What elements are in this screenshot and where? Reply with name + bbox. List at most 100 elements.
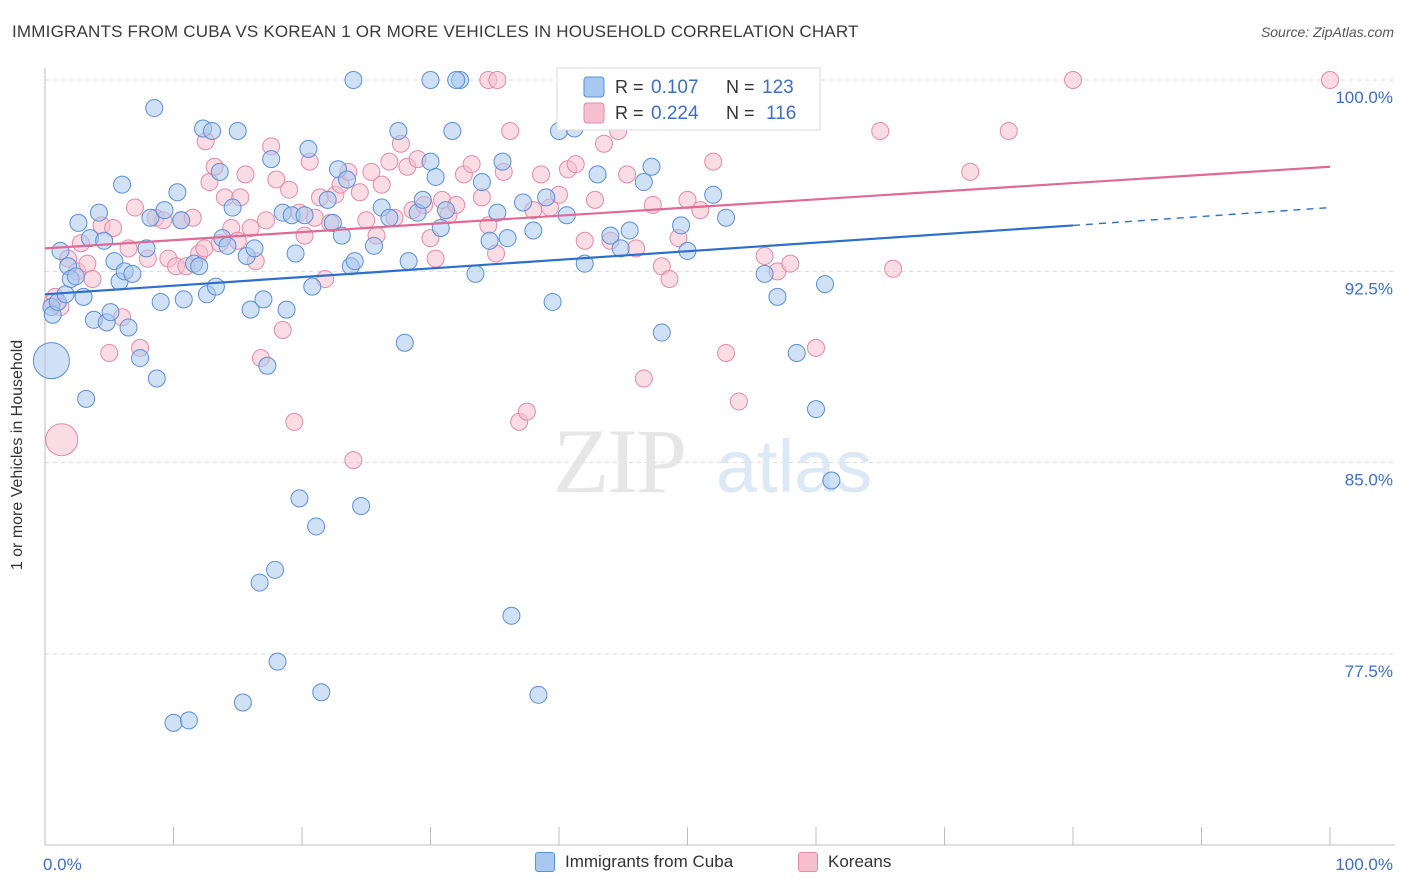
source-credit: Source: ZipAtlas.com <box>1260 24 1394 40</box>
cuba-point-26 <box>141 208 160 227</box>
legend-r-value-cuba: 0.107 <box>651 77 699 98</box>
koreans-point-110 <box>999 122 1018 141</box>
koreans-point-91 <box>618 165 637 184</box>
cuba-point-0 <box>32 342 70 380</box>
cuba-point-31 <box>164 713 183 732</box>
cuba-point-8 <box>66 267 85 286</box>
cuba-point-54 <box>262 150 281 169</box>
y-tick-label-3: 100.0% <box>1335 88 1393 107</box>
cuba-point-9 <box>69 213 88 232</box>
cuba-point-80 <box>399 252 418 271</box>
koreans-point-101 <box>717 343 736 362</box>
koreans-point-86 <box>575 231 594 250</box>
cuba-point-66 <box>312 683 331 702</box>
koreans-point-59 <box>380 152 399 171</box>
cuba-point-110 <box>642 157 661 176</box>
koreans-point-93 <box>634 369 653 388</box>
cuba-point-46 <box>228 122 247 141</box>
cuba-point-100 <box>543 292 562 311</box>
cuba-point-90 <box>472 173 491 192</box>
cuba-point-28 <box>147 369 166 388</box>
trend-lines <box>44 165 1331 296</box>
cuba-point-35 <box>179 711 198 730</box>
legend-n-value-koreans: 116 <box>766 103 796 124</box>
cuba-point-62 <box>295 206 314 225</box>
legend-swatch-cuba-bottom <box>535 852 555 872</box>
koreans-point-99 <box>691 201 710 220</box>
cuba-point-20 <box>113 175 132 194</box>
cuba-point-44 <box>218 236 237 255</box>
cuba-point-68 <box>323 213 342 232</box>
cuba-point-94 <box>498 229 517 248</box>
cuba-point-116 <box>755 264 774 283</box>
koreans-point-56 <box>362 162 381 181</box>
koreans-point-54 <box>350 183 369 202</box>
koreans-point-108 <box>884 259 903 278</box>
cuba-point-40 <box>203 122 222 141</box>
cuba-point-58 <box>277 300 296 319</box>
cuba-point-49 <box>241 300 260 319</box>
koreans-point-44 <box>295 226 314 245</box>
cuba-point-51 <box>250 573 269 592</box>
cuba-point-47 <box>233 693 252 712</box>
cuba-point-123 <box>421 71 440 89</box>
cuba-point-50 <box>245 239 264 258</box>
koreans-point-102 <box>729 392 748 411</box>
cuba-point-109 <box>634 173 653 192</box>
cuba-point-84 <box>426 167 445 186</box>
cuba-point-45 <box>223 198 242 217</box>
koreans-point-85 <box>566 155 585 174</box>
cuba-point-24 <box>131 349 150 368</box>
cuba-point-77 <box>380 208 399 227</box>
legend-swatch-koreans <box>583 102 605 124</box>
cuba-point-37 <box>190 257 209 276</box>
y-tick-label-0: 77.5% <box>1345 662 1393 681</box>
cuba-point-121 <box>822 471 841 490</box>
koreans-point-79 <box>517 402 536 421</box>
tick-labels: 77.5% 85.0% 92.5% 100.0% 0.0% 100.0% <box>43 88 1393 874</box>
cuba-point-92 <box>488 203 507 222</box>
cuba-point-56 <box>268 652 287 671</box>
cuba-point-86 <box>436 201 455 220</box>
cuba-point-53 <box>258 356 277 375</box>
koreans-point-96 <box>660 269 679 288</box>
legend-item-koreans: Koreans <box>798 852 891 872</box>
cuba-point-96 <box>514 193 533 212</box>
cuba-point-82 <box>413 190 432 209</box>
cuba-point-22 <box>119 318 138 337</box>
cuba-point-108 <box>620 221 639 240</box>
cuba-point-14 <box>89 203 108 222</box>
cuba-point-87 <box>443 122 462 141</box>
koreans-point-33 <box>236 165 255 184</box>
cuba-point-115 <box>717 208 736 227</box>
koreans-point-81 <box>532 165 551 184</box>
cuba-point-71 <box>337 170 356 189</box>
cuba-point-119 <box>807 400 825 419</box>
y-axis-label: 1 or more Vehicles in Household <box>9 339 26 571</box>
cuba-point-78 <box>389 122 408 141</box>
koreans-point-73 <box>472 188 491 207</box>
cuba-point-117 <box>768 287 787 306</box>
koreans-point-41 <box>280 180 299 199</box>
cuba-point-11 <box>77 389 96 408</box>
koreans-point-72 <box>462 155 481 174</box>
cuba-point-89 <box>466 264 485 283</box>
legend-label-koreans: Koreans <box>828 852 892 871</box>
trend-line-koreans <box>44 165 1331 250</box>
watermark: ZIP atlas <box>553 410 872 512</box>
koreans-point-53 <box>344 451 363 470</box>
legend-n-label-koreans: N = <box>726 103 755 123</box>
legend-swatch-koreans-bottom <box>798 852 818 872</box>
cuba-point-27 <box>145 99 164 118</box>
cuba-point-111 <box>652 323 671 342</box>
cuba-point-64 <box>303 277 322 296</box>
cuba-point-25 <box>137 239 156 258</box>
trend-line-cuba <box>44 224 1074 296</box>
cuba-point-67 <box>318 190 337 209</box>
legend-swatch-cuba <box>583 76 605 98</box>
x-tick-label-1: 100.0% <box>1335 855 1393 874</box>
legend-series: Immigrants from Cuba Koreans <box>0 852 1406 878</box>
cuba-point-105 <box>588 165 607 184</box>
cuba-point-34 <box>174 290 193 309</box>
cuba-point-75 <box>364 236 383 255</box>
